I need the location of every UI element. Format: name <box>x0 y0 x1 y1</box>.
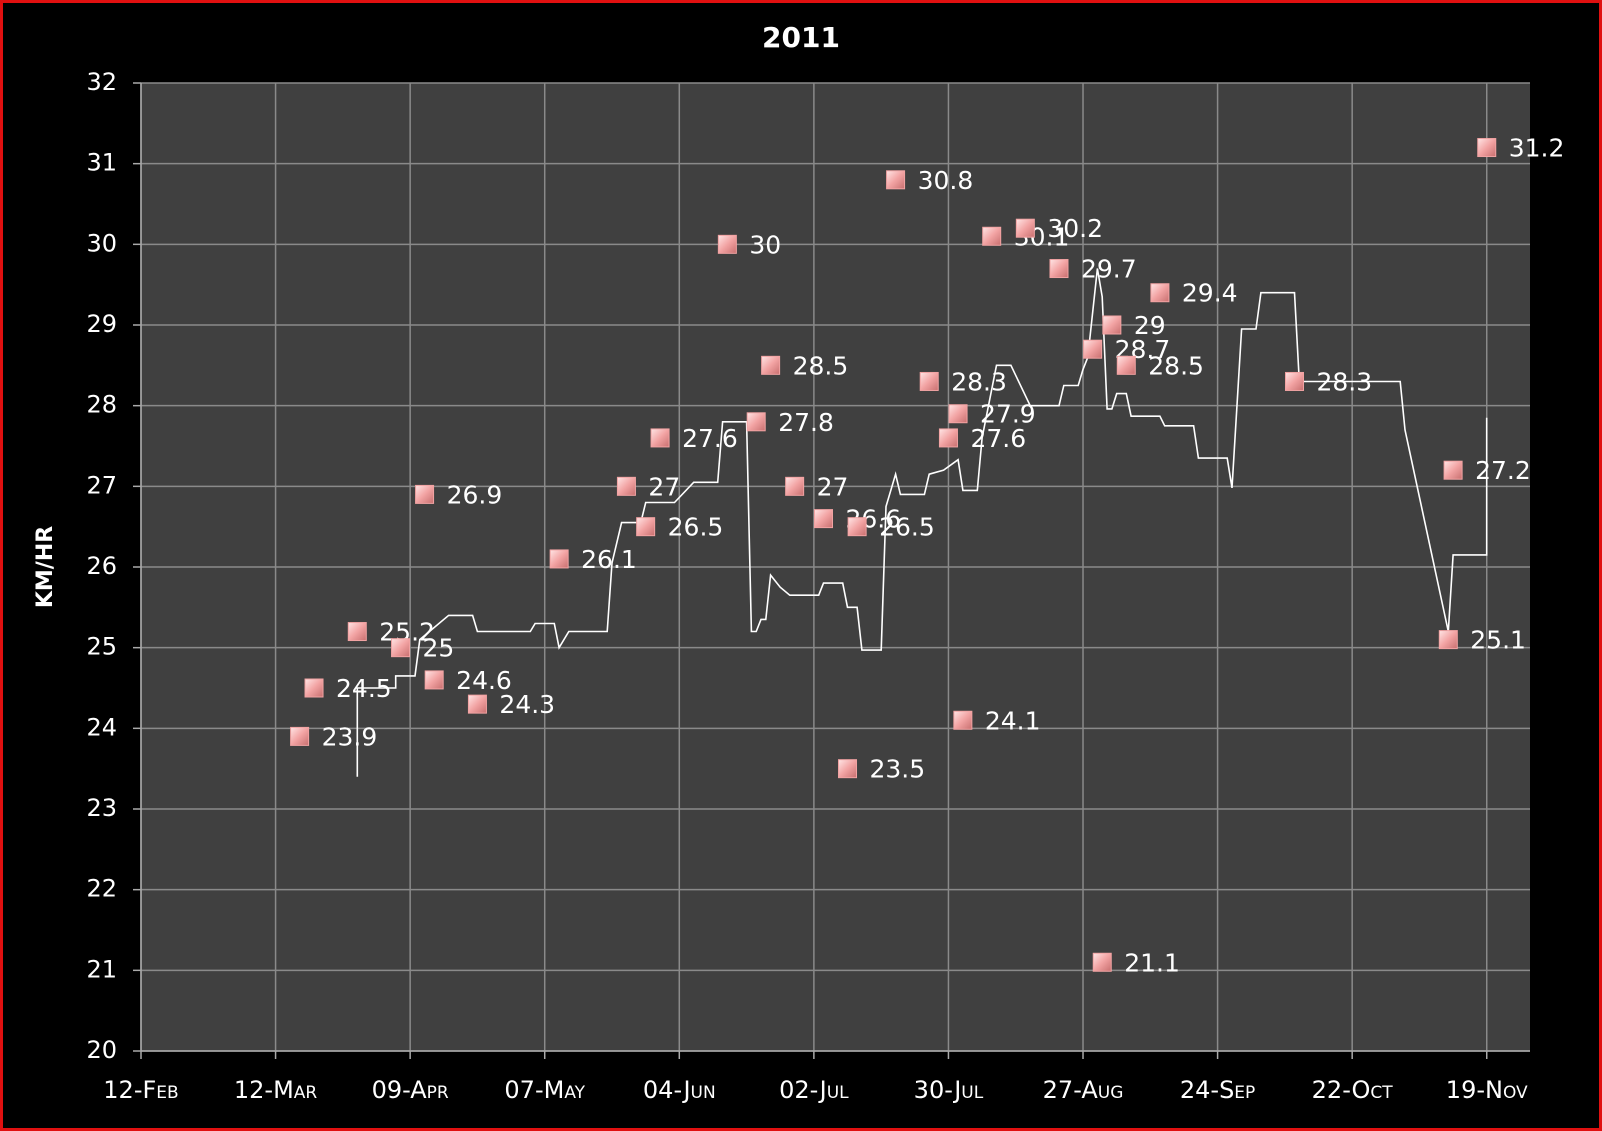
marker <box>1049 259 1069 279</box>
marker <box>1438 630 1458 650</box>
x-tick-label: 19-Nov <box>1446 1076 1528 1104</box>
data-label: 28.3 <box>1316 367 1372 396</box>
data-label: 23.9 <box>322 722 378 751</box>
data-label: 27 <box>648 472 680 501</box>
marker <box>467 694 487 714</box>
marker <box>616 476 636 496</box>
data-label: 26.1 <box>581 545 637 574</box>
data-label: 27.6 <box>970 424 1026 453</box>
data-label: 28.5 <box>793 351 849 380</box>
y-axis-title: KM/HR <box>33 526 58 608</box>
marker <box>650 428 670 448</box>
y-tick-label: 23 <box>86 794 117 822</box>
x-tick-label: 12-Feb <box>103 1076 178 1104</box>
marker <box>948 404 968 424</box>
marker <box>415 484 435 504</box>
x-tick-label: 30-Jul <box>914 1076 984 1104</box>
data-label: 31.2 <box>1509 134 1565 163</box>
marker <box>1443 460 1463 480</box>
x-tick-label: 02-Jul <box>779 1076 849 1104</box>
data-label: 28.3 <box>951 367 1007 396</box>
y-tick-label: 29 <box>86 310 117 338</box>
y-tick-label: 25 <box>86 633 117 661</box>
data-label: 24.6 <box>456 666 512 695</box>
y-tick-label: 30 <box>86 229 117 257</box>
marker <box>982 226 1002 246</box>
trend-line <box>356 268 1488 777</box>
marker <box>1083 339 1103 359</box>
data-label: 27 <box>817 472 849 501</box>
x-tick-label: 07-May <box>504 1076 585 1104</box>
x-tick-label: 09-Apr <box>372 1076 449 1104</box>
marker <box>1092 952 1112 972</box>
data-label: 23.5 <box>870 755 926 784</box>
y-tick-label: 28 <box>86 391 117 419</box>
y-tick-label: 26 <box>86 552 117 580</box>
marker <box>938 428 958 448</box>
data-label: 29.7 <box>1081 255 1137 284</box>
data-label: 26.5 <box>668 513 724 542</box>
marker <box>347 622 367 642</box>
marker <box>391 638 411 658</box>
marker <box>1284 371 1304 391</box>
marker <box>1102 315 1122 335</box>
data-label: 24.5 <box>336 674 392 703</box>
marker <box>1150 283 1170 303</box>
data-label: 25 <box>423 634 455 663</box>
x-tick-label: 24-Sep <box>1180 1076 1255 1104</box>
data-label: 30.8 <box>918 166 974 195</box>
x-tick-label: 04-Jun <box>643 1076 716 1104</box>
marker <box>304 678 324 698</box>
data-label: 30.2 <box>1047 214 1103 243</box>
data-label: 25.1 <box>1470 626 1526 655</box>
data-label: 28.5 <box>1148 351 1204 380</box>
y-tick-label: 27 <box>86 471 117 499</box>
x-tick-label: 12-Mar <box>234 1076 318 1104</box>
data-label: 26.9 <box>447 480 503 509</box>
x-tick-label: 22-Oct <box>1312 1076 1394 1104</box>
marker <box>424 670 444 690</box>
y-tick-label: 31 <box>86 149 117 177</box>
marker <box>886 170 906 190</box>
marker <box>953 710 973 730</box>
marker <box>1477 138 1497 158</box>
data-label: 24.3 <box>499 690 555 719</box>
marker <box>1116 355 1136 375</box>
data-label: 21.1 <box>1124 948 1180 977</box>
marker <box>1015 218 1035 238</box>
marker <box>746 412 766 432</box>
data-label: 26.5 <box>879 513 935 542</box>
marker <box>636 517 656 537</box>
y-tick-label: 21 <box>86 955 117 983</box>
data-label: 27.8 <box>778 408 834 437</box>
marker <box>847 517 867 537</box>
marker <box>813 509 833 529</box>
data-label: 30 <box>749 230 781 259</box>
data-label: 27.2 <box>1475 456 1531 485</box>
data-label: 24.1 <box>985 706 1041 735</box>
y-tick-label: 22 <box>86 875 117 903</box>
data-label: 27.6 <box>682 424 738 453</box>
x-tick-label: 27-Aug <box>1043 1076 1124 1104</box>
marker <box>290 726 310 746</box>
data-label: 29 <box>1134 311 1166 340</box>
y-tick-label: 24 <box>86 713 117 741</box>
marker <box>838 759 858 779</box>
marker <box>549 549 569 569</box>
data-label: 27.9 <box>980 400 1036 429</box>
y-tick-label: 20 <box>86 1036 117 1064</box>
marker <box>717 234 737 254</box>
data-label: 29.4 <box>1182 279 1238 308</box>
marker <box>761 355 781 375</box>
chart-title: 2011 <box>762 21 840 54</box>
y-tick-label: 32 <box>86 68 117 96</box>
marker <box>919 371 939 391</box>
marker <box>785 476 805 496</box>
